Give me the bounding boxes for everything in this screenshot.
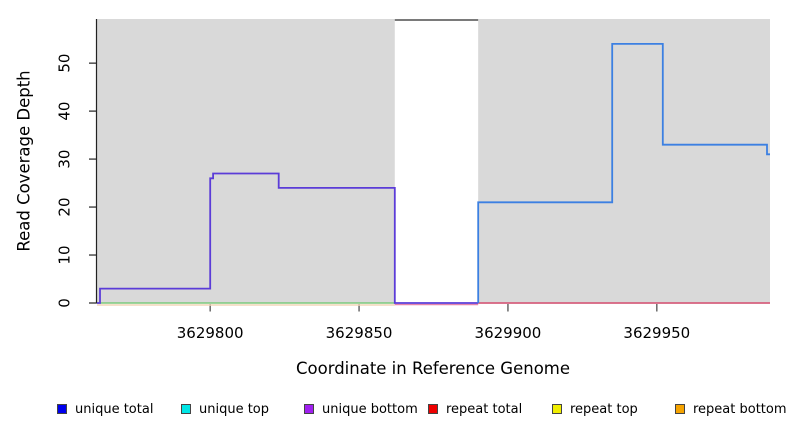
y-tick-label: 0 xyxy=(56,298,74,308)
legend-swatch-repeat-top xyxy=(552,404,562,414)
x-tick-label: 3629800 xyxy=(177,324,244,342)
x-tick-label: 3629900 xyxy=(475,324,542,342)
coverage-background-block xyxy=(97,19,395,303)
legend-item-unique-bottom: unique bottom xyxy=(304,398,418,420)
legend-label: unique total xyxy=(75,401,154,417)
legend-swatch-unique-total xyxy=(57,404,67,414)
y-axis-label: Read Coverage Depth xyxy=(14,70,34,252)
x-axis-label: Coordinate in Reference Genome xyxy=(295,359,571,378)
legend-item-repeat-top: repeat top xyxy=(552,398,638,420)
chart-canvas: 0 10 20 30 40 50 3629800 3629850 3629900 3629950 xyxy=(56,19,770,342)
legend-label: repeat total xyxy=(446,401,523,417)
series-unique-total xyxy=(477,43,770,303)
legend-item-repeat-total: repeat total xyxy=(428,398,522,420)
legend-label: repeat bottom xyxy=(693,401,787,417)
legend-item-repeat-bottom: repeat bottom xyxy=(675,398,787,420)
legend-label: repeat top xyxy=(570,401,638,417)
y-tick-label: 20 xyxy=(56,198,74,217)
y-tick-label: 50 xyxy=(56,54,74,73)
legend-item-unique-top: unique top xyxy=(181,398,269,420)
legend-swatch-repeat-total xyxy=(428,404,438,414)
legend-swatch-unique-top xyxy=(181,404,191,414)
series-unique-bottom xyxy=(97,172,479,304)
legend-swatch-repeat-bottom xyxy=(675,404,685,414)
y-tick-label: 40 xyxy=(56,102,74,121)
legend-swatch-unique-bottom xyxy=(304,404,314,414)
x-tick-label: 3629850 xyxy=(326,324,393,342)
y-tick-label: 10 xyxy=(56,245,74,264)
legend-label: unique top xyxy=(199,401,270,417)
legend-label: unique bottom xyxy=(322,401,418,417)
legend: unique total unique top unique bottom repea… xyxy=(0,398,792,424)
x-tick-label: 3629950 xyxy=(623,324,690,342)
legend-item-unique-total: unique total xyxy=(57,398,153,420)
coverage-background-block xyxy=(478,19,770,303)
y-tick-label: 30 xyxy=(56,150,74,169)
